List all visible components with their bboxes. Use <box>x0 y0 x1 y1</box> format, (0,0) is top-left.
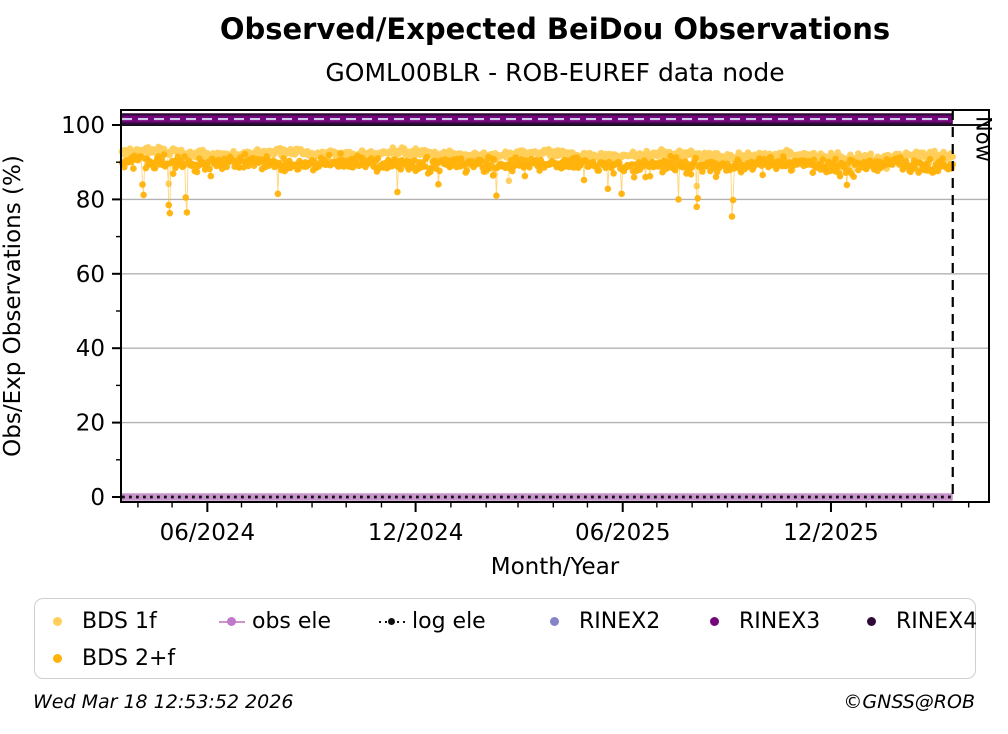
plot-area: Now 0 20 40 60 80 100 06/2024 12/2024 06/2025 12/2… <box>61 109 996 580</box>
legend-label: BDS 1f <box>82 609 157 634</box>
dot-icon <box>49 653 75 665</box>
legend-label: RINEX3 <box>739 609 821 634</box>
y-tick-label-80: 80 <box>76 187 105 213</box>
bds-2-f-points <box>118 150 956 220</box>
legend: BDS 1f obs ele log ele RINEX2 RINEX3 RINEX4 BD… <box>34 598 977 679</box>
legend-item-log-ele: log ele <box>379 609 546 634</box>
y-tick-label-20: 20 <box>76 411 105 437</box>
chart-title: Observed/Expected BeiDou Observations <box>219 12 891 46</box>
dot-icon <box>546 616 572 628</box>
credit-text: ©GNSS@ROB <box>843 691 975 713</box>
x-axis-label: Month/Year <box>491 554 620 580</box>
y-tick-label-0: 0 <box>90 485 105 511</box>
legend-item-bds-2-f: BDS 2+f <box>49 646 219 671</box>
timestamp-text: Wed Mar 18 12:53:52 2026 <box>33 691 294 713</box>
now-label: Now <box>972 116 996 162</box>
legend-label: BDS 2+f <box>82 646 176 671</box>
legend-label: log ele <box>412 609 486 634</box>
y-tick-label-100: 100 <box>61 113 105 139</box>
legend-label: obs ele <box>252 609 332 634</box>
chart-subtitle: GOML00BLR - ROB-EUREF data node <box>325 58 785 87</box>
x-tick-label-2024-06: 06/2024 <box>160 520 256 546</box>
legend-label: RINEX4 <box>896 609 978 634</box>
dot-icon <box>49 616 75 628</box>
y-tick-label-60: 60 <box>76 262 105 288</box>
legend-item-rinex2: RINEX2 <box>546 609 706 634</box>
dot-icon <box>706 616 732 628</box>
plot-box <box>120 109 990 503</box>
legend-item-bds-1f: BDS 1f <box>49 609 219 634</box>
x-tick-label-2024-12: 12/2024 <box>368 520 464 546</box>
x-tick-label-2025-12: 12/2025 <box>783 520 879 546</box>
legend-item-obs-ele: obs ele <box>219 609 379 634</box>
dot-icon <box>863 616 889 628</box>
x-tick-label-2025-06: 06/2025 <box>575 520 671 546</box>
legend-label: RINEX2 <box>579 609 661 634</box>
line-dot-icon <box>219 616 245 628</box>
y-tick-label-40: 40 <box>76 336 105 362</box>
dotted-line-dot-icon <box>379 616 405 628</box>
legend-item-rinex4: RINEX4 <box>863 609 977 634</box>
legend-item-rinex3: RINEX3 <box>706 609 863 634</box>
